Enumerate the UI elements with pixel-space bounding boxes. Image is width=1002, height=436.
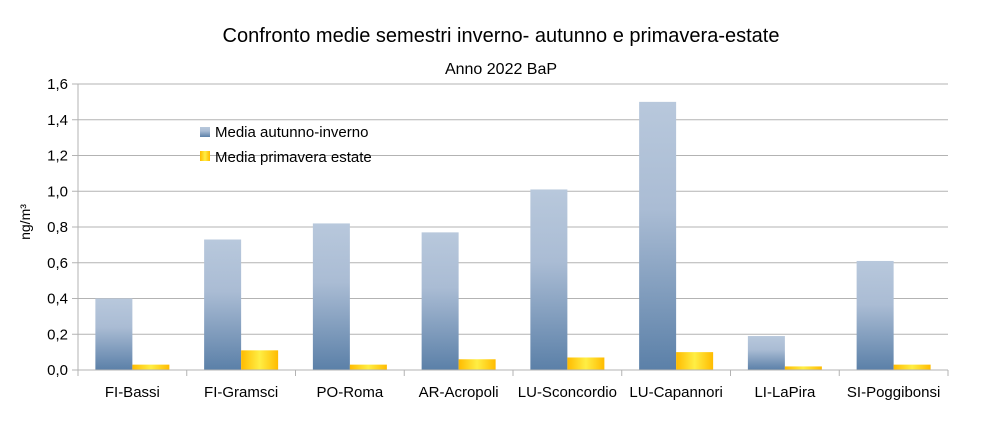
legend-label-autunno-inverno: Media autunno-inverno [215,124,368,141]
y-tick-label: 0,2 [47,326,68,343]
y-tick-label: 1,0 [47,183,68,200]
bar-autunno-inverno-FI-Gramsci [204,239,242,370]
chart-title: Confronto medie semestri inverno- autunn… [223,25,780,47]
y-tick-label: 0,0 [47,362,68,379]
legend: Media autunno-inverno Media primavera es… [200,124,372,166]
y-tick-label: 0,6 [47,255,68,272]
x-tick-labels: FI-Bassi FI-Gramsci PO-Roma AR-Acropoli LU-S… [105,384,940,401]
bar-autunno-inverno-PO-Roma [312,223,350,370]
legend-swatch-autunno-inverno [200,127,210,137]
y-tick-label: 1,6 [47,76,68,93]
x-tick-label: FI-Gramsci [204,384,278,401]
x-tick-label: LU-Capannori [629,384,722,401]
y-tick-label: 0,4 [47,291,68,308]
bars [95,101,931,370]
y-tick-labels: 0,0 0,2 0,4 0,6 0,8 1,0 1,2 1,4 1,6 [47,76,68,379]
legend-label-primavera-estate: Media primavera estate [215,149,372,166]
bar-primavera-estate-PO-Roma [349,364,387,370]
y-tick-label: 1,2 [47,148,68,165]
bar-primavera-estate-LI-LaPira [784,366,822,370]
bar-autunno-inverno-FI-Bassi [95,298,133,370]
bar-primavera-estate-LU-Sconcordio [567,357,605,370]
legend-swatch-primavera-estate [200,151,210,161]
x-tick-label: FI-Bassi [105,384,160,401]
x-tick-label: PO-Roma [317,384,384,401]
x-tick-label: SI-Poggibonsi [847,384,940,401]
bar-autunno-inverno-LI-LaPira [747,336,785,370]
chart-subtitle: Anno 2022 BaP [445,61,557,78]
bar-autunno-inverno-LU-Sconcordio [530,189,568,370]
x-tick-label: AR-Acropoli [419,384,499,401]
bar-primavera-estate-LU-Capannori [676,352,714,370]
bar-primavera-estate-FI-Bassi [132,364,170,370]
y-tick-label: 0,8 [47,219,68,236]
bar-primavera-estate-FI-Gramsci [241,350,279,370]
bar-autunno-inverno-AR-Acropoli [421,232,459,370]
bar-primavera-estate-SI-Poggibonsi [893,364,931,370]
x-tick-label: LI-LaPira [754,384,816,401]
x-tick-label: LU-Sconcordio [518,384,617,401]
bar-primavera-estate-AR-Acropoli [458,359,496,370]
bar-autunno-inverno-SI-Poggibonsi [856,260,894,370]
y-axis-label: ng/m³ [17,204,33,240]
y-tick-label: 1,4 [47,112,68,129]
axes [77,84,948,371]
bar-autunno-inverno-LU-Capannori [639,101,677,370]
